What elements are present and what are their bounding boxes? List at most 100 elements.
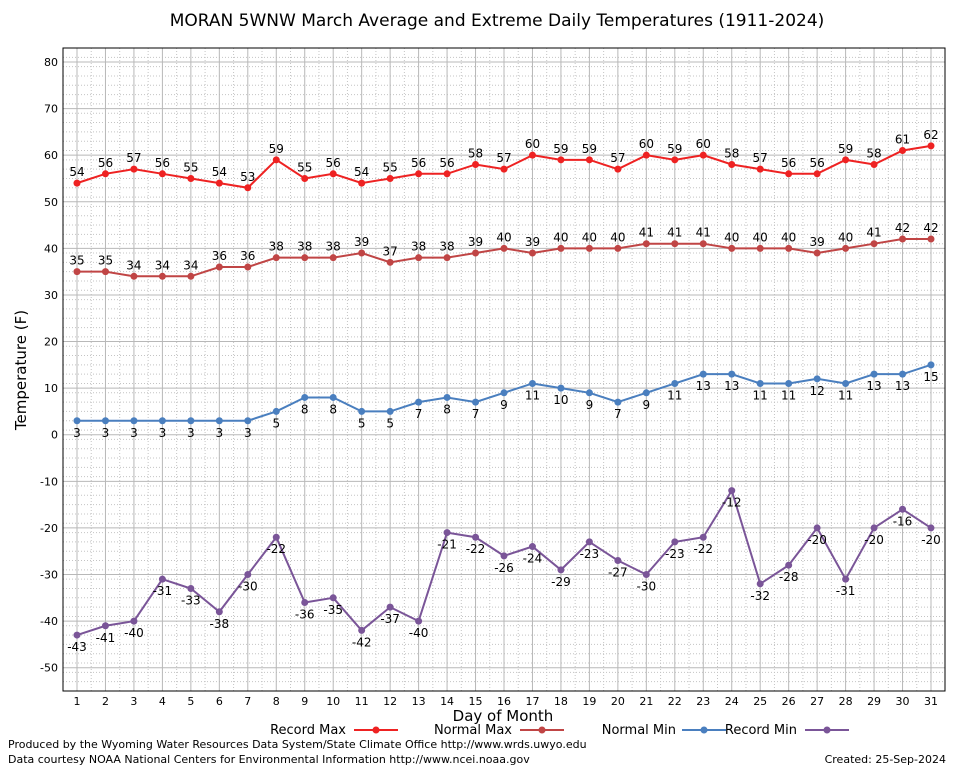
- normal-min-point: [813, 375, 821, 383]
- record-min-data-label: -30: [238, 580, 258, 594]
- record-min-data-label: -41: [96, 631, 116, 645]
- normal-min-point: [785, 379, 793, 387]
- x-tick-label: 21: [639, 695, 653, 708]
- normal-min-data-label: 3: [73, 426, 81, 440]
- normal-min-point: [699, 370, 707, 378]
- record-max-point: [557, 156, 565, 164]
- normal-max-point: [813, 249, 821, 257]
- record-min-data-label: -22: [466, 542, 486, 556]
- record-max-point: [813, 170, 821, 178]
- record-max-data-label: 59: [269, 142, 284, 156]
- record-max-point: [728, 160, 736, 168]
- series-record-min: -43 -41 -40 -31 -33 -38 -30 -22 -36 -35 -42 -37 -40 -…: [67, 487, 941, 654]
- normal-min-data-label: 7: [614, 407, 622, 421]
- normal-max-data-label: 36: [212, 249, 227, 263]
- normal-max-point: [130, 272, 138, 280]
- y-axis-ticks: 80 70 60 50 40 30 20 10 0 -10 -20 -30 -40 -50: [40, 56, 58, 675]
- record-min-point: [215, 608, 223, 616]
- normal-min-data-label: 3: [244, 426, 252, 440]
- record-min-point: [671, 538, 679, 546]
- record-min-data-label: -23: [580, 547, 600, 561]
- normal-min-data-label: 13: [895, 379, 910, 393]
- record-min-data-label: -31: [836, 584, 856, 598]
- normal-max-data-label: 36: [240, 249, 255, 263]
- normal-max-data-label: 40: [838, 230, 853, 244]
- series-record-max: 54 56 57 56 55 54 53 59 55 56 54 55 56 56 58 57 60 59 59 57…: [69, 128, 939, 192]
- normal-min-data-label: 5: [358, 416, 366, 430]
- record-min-point: [187, 584, 195, 592]
- normal-min-data-label: 11: [525, 388, 540, 402]
- normal-max-point: [358, 249, 366, 257]
- normal-min-point: [215, 417, 223, 425]
- x-tick-label: 29: [867, 695, 881, 708]
- y-tick-label: -10: [40, 475, 58, 488]
- record-min-point: [528, 543, 536, 551]
- record-min-data-label: -38: [210, 617, 230, 631]
- normal-min-point: [728, 370, 736, 378]
- normal-max-data-label: 40: [496, 230, 511, 244]
- record-min-point: [101, 622, 109, 630]
- plot-grid: [63, 47, 945, 692]
- record-min-point: [785, 561, 793, 569]
- record-min-point: [927, 524, 935, 532]
- normal-min-data-label: 13: [724, 379, 739, 393]
- record-min-point: [358, 626, 366, 634]
- record-min-data-label: -16: [893, 514, 913, 528]
- footer-created: Created: 25-Sep-2024: [825, 753, 946, 766]
- normal-min-data-label: 5: [272, 416, 280, 430]
- record-min-data-label: -40: [124, 626, 144, 640]
- record-max-data-label: 58: [468, 146, 483, 160]
- record-max-data-label: 56: [439, 156, 454, 170]
- normal-max-data-label: 35: [69, 254, 84, 268]
- x-tick-label: 9: [301, 695, 308, 708]
- record-max-data-label: 57: [753, 151, 768, 165]
- y-tick-label: -40: [40, 615, 58, 628]
- y-tick-label: 0: [51, 429, 58, 442]
- record-min-data-label: -28: [779, 570, 799, 584]
- record-max-point: [500, 165, 508, 173]
- record-min-point: [728, 487, 736, 495]
- record-min-point: [272, 533, 280, 541]
- normal-min-point: [415, 398, 423, 406]
- normal-max-point: [73, 268, 81, 276]
- record-max-point: [73, 179, 81, 187]
- normal-min-point: [642, 389, 650, 397]
- record-min-point: [386, 603, 394, 611]
- record-min-point: [500, 552, 508, 560]
- record-min-data-label: -30: [637, 580, 657, 594]
- normal-max-point: [842, 244, 850, 252]
- record-min-point: [642, 571, 650, 579]
- normal-max-point: [528, 249, 536, 257]
- record-max-data-label: 58: [724, 146, 739, 160]
- record-min-data-label: -24: [523, 552, 543, 566]
- normal-max-point: [756, 244, 764, 252]
- record-min-point: [614, 557, 622, 565]
- record-max-data-label: 57: [126, 151, 141, 165]
- normal-max-data-label: 42: [895, 221, 910, 235]
- normal-max-data-label: 40: [610, 230, 625, 244]
- normal-max-point: [443, 254, 451, 262]
- normal-max-point: [158, 272, 166, 280]
- record-max-data-label: 59: [582, 142, 597, 156]
- y-tick-label: -30: [40, 569, 58, 582]
- record-max-point: [671, 156, 679, 164]
- record-max-point: [158, 170, 166, 178]
- record-min-data-label: -20: [807, 533, 827, 547]
- normal-max-point: [244, 263, 252, 271]
- record-max-point: [756, 165, 764, 173]
- normal-max-data-label: 34: [183, 258, 198, 272]
- normal-max-data-label: 39: [468, 235, 483, 249]
- normal-max-point: [215, 263, 223, 271]
- record-max-data-label: 55: [297, 160, 312, 174]
- series-normal-min: 3 3 3 3 3 3 3 5 8 8 5 5 7 8 7 9 11 10 9 7 9 11 13 13 11 11 12 11 13 1…: [73, 361, 939, 440]
- normal-max-data-label: 38: [297, 240, 312, 254]
- record-max-data-label: 62: [923, 128, 938, 142]
- record-max-point: [187, 174, 195, 182]
- x-tick-label: 24: [725, 695, 739, 708]
- normal-min-point: [557, 384, 565, 392]
- footer-producer: Produced by the Wyoming Water Resources …: [8, 738, 587, 751]
- normal-max-data-label: 41: [639, 226, 654, 240]
- y-tick-label: 10: [44, 382, 58, 395]
- record-max-data-label: 56: [98, 156, 113, 170]
- normal-max-data-label: 39: [809, 235, 824, 249]
